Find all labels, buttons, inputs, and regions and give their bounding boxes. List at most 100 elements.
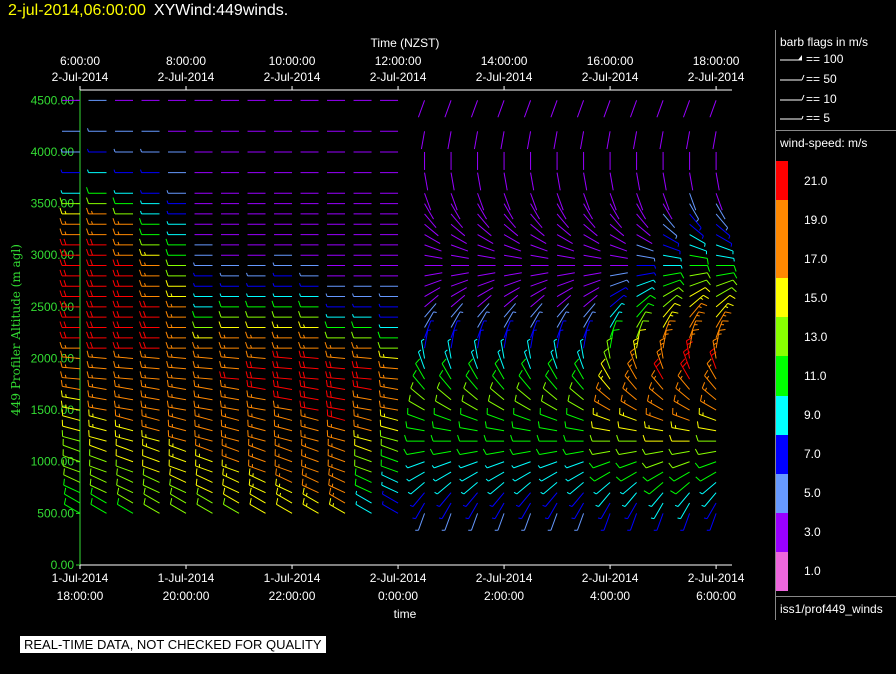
barb-flag-5	[223, 364, 226, 368]
barb-flag-5	[600, 375, 604, 379]
barb-flag-10	[271, 321, 275, 328]
barb-staff	[327, 425, 346, 432]
barb-flag-10	[139, 280, 142, 287]
wind-barb	[503, 303, 517, 318]
barb-flag-10	[245, 371, 249, 378]
wind-barb	[598, 370, 611, 390]
barb-flag-5	[117, 354, 120, 358]
wind-barb	[380, 438, 399, 452]
barb-flag-10	[670, 490, 677, 495]
barb-staff	[424, 244, 442, 252]
barb-flag-5	[332, 503, 335, 507]
wind-barb	[677, 502, 691, 520]
barb-staff	[221, 465, 240, 473]
wind-barb	[165, 280, 187, 287]
wind-barb	[351, 350, 372, 359]
barb-staff	[632, 131, 638, 150]
wind-barb	[609, 287, 629, 297]
wind-barb	[556, 279, 575, 287]
wind-barb	[689, 287, 711, 297]
wind-barb	[615, 448, 637, 456]
barb-flag-5	[272, 293, 275, 297]
wind-barb	[353, 419, 372, 432]
barb-flag-10	[324, 341, 328, 349]
wind-barb	[615, 471, 637, 482]
x-tick-label: 1-Jul-2014	[264, 571, 321, 585]
barb-staff	[408, 400, 425, 411]
wind-barb	[112, 341, 134, 349]
barb-staff	[516, 482, 531, 495]
wind-barb	[63, 498, 81, 514]
barb-flag-10	[275, 498, 279, 505]
wind-barb	[576, 100, 585, 118]
barb-staff	[195, 474, 213, 483]
wind-barb	[324, 331, 346, 339]
barb-flag-5	[378, 303, 381, 308]
barb-staff	[168, 377, 187, 380]
barb-staff	[468, 502, 478, 519]
wind-barb	[169, 498, 187, 514]
wind-barb	[246, 293, 266, 298]
wind-barb	[641, 461, 664, 469]
barb-flag-10	[169, 468, 171, 475]
barb-flag-10	[59, 228, 63, 235]
barb-flag-10	[686, 341, 693, 346]
barb-staff	[530, 287, 547, 297]
wind-barb	[477, 244, 495, 252]
barb-staff	[512, 427, 531, 432]
barb-flag-10	[302, 498, 305, 505]
barb-flag-10	[483, 434, 487, 442]
wind-barb	[556, 303, 570, 318]
barb-staff	[142, 484, 160, 494]
barb-flag-10	[613, 329, 620, 331]
barb-staff	[636, 320, 644, 338]
barb-flag-10	[514, 394, 517, 402]
barb-staff	[598, 375, 611, 390]
barb-flag-10	[324, 331, 328, 338]
barb-flag-10	[90, 238, 93, 246]
barb-flag-10	[63, 290, 67, 297]
wind-barb	[351, 331, 372, 339]
barb-staff	[671, 427, 690, 432]
barb-staff	[195, 415, 213, 421]
barb-staff	[636, 223, 651, 237]
barb-flag-10	[139, 371, 143, 378]
top-tick-label: 2-Jul-2014	[688, 70, 745, 84]
wind-barb	[530, 234, 547, 244]
barb-flag-5	[444, 349, 448, 353]
barb-staff	[115, 377, 134, 380]
barb-flag-5	[515, 504, 520, 507]
barb-flag-10	[219, 371, 222, 378]
barb-flag-10	[60, 400, 63, 408]
legend-divider-bottom	[776, 596, 896, 597]
barb-flag-5	[527, 338, 531, 342]
barb-flag-10	[139, 290, 142, 297]
barb-flag-10	[59, 269, 63, 277]
wind-barb	[298, 350, 319, 359]
wind-barb	[619, 482, 637, 495]
wind-barb	[271, 341, 293, 349]
barb-flag-5	[113, 190, 116, 194]
barb-flag-10	[377, 331, 381, 338]
wind-barb	[218, 331, 240, 339]
barb-flag-5	[305, 503, 308, 507]
wind-barb	[409, 492, 425, 507]
barb-staff	[682, 513, 691, 531]
barb-flag-10	[195, 468, 198, 475]
wind-barb	[668, 461, 690, 469]
barb-flag-10	[620, 394, 623, 402]
wind-barb	[526, 338, 532, 359]
barb-staff	[450, 294, 466, 308]
barb-flag-5	[193, 283, 195, 287]
barb-flag-5	[250, 344, 253, 349]
barb-flag-10	[729, 294, 736, 300]
wind-barb	[636, 203, 647, 220]
barb-flag-5	[625, 287, 629, 290]
barb-flag-10	[113, 390, 116, 397]
barb-flag-10	[87, 400, 90, 408]
x-tick-label: 18:00:00	[57, 589, 104, 603]
wind-barb	[662, 234, 680, 247]
barb-staff	[477, 320, 485, 338]
top-tick-label: 10:00:00	[269, 54, 316, 68]
barb-flag-10	[727, 302, 734, 307]
